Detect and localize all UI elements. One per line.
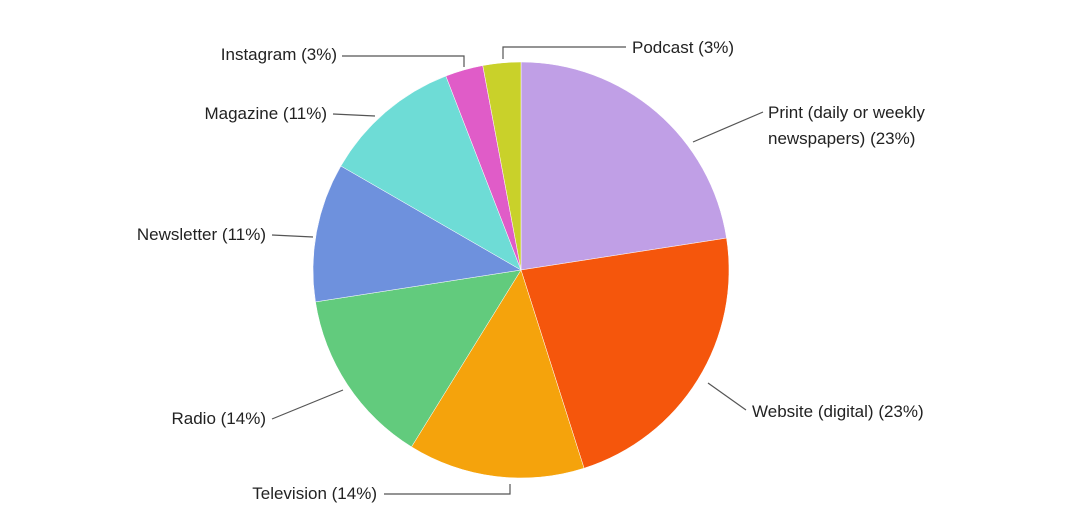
value-label: (23%) <box>878 402 924 421</box>
category-label: Magazine <box>204 104 279 123</box>
leader-line <box>271 234 314 238</box>
slice-label: Magazine (11%) <box>204 101 327 127</box>
leader-line <box>502 46 626 59</box>
value-label: (11%) <box>221 225 266 244</box>
slice-label: Print (daily or weekly newspapers) (23%) <box>768 100 983 152</box>
pie-slice <box>340 75 522 271</box>
value-label: (3%) <box>698 38 735 57</box>
slice-label: Radio (14%) <box>171 406 266 432</box>
leader-line <box>707 382 747 411</box>
slice-label: Podcast (3%) <box>632 35 734 61</box>
category-label: Website (digital) <box>752 402 874 421</box>
category-label: Print (daily or weekly newspapers) <box>768 103 925 148</box>
slice-label: Website (digital) (23%) <box>752 399 924 425</box>
category-label: Radio <box>171 409 216 428</box>
value-label: (14%) <box>220 409 266 428</box>
category-label: Podcast <box>632 38 694 57</box>
value-label: (3%) <box>301 45 337 64</box>
leader-line <box>384 484 511 495</box>
leader-line <box>342 55 465 67</box>
pie-slice <box>315 269 522 448</box>
pie-slice <box>411 269 585 479</box>
category-label: Newsletter <box>136 225 218 244</box>
pie-slice <box>312 165 522 303</box>
pie-slice <box>520 237 730 469</box>
category-label: Instagram <box>220 45 297 64</box>
slice-label: Television (14%) <box>252 481 377 507</box>
pie-slice <box>520 61 727 271</box>
value-label: (11%) <box>282 104 327 123</box>
leader-line <box>271 389 344 420</box>
pie-slice <box>482 61 522 271</box>
leader-line <box>332 113 376 117</box>
value-label: (14%) <box>331 484 377 503</box>
leader-line <box>692 111 764 143</box>
value-label: (23%) <box>870 129 916 148</box>
category-label: Television <box>252 484 327 503</box>
slice-label: Instagram (3%) <box>221 42 337 68</box>
slice-label: Newsletter (11%) <box>137 222 266 248</box>
